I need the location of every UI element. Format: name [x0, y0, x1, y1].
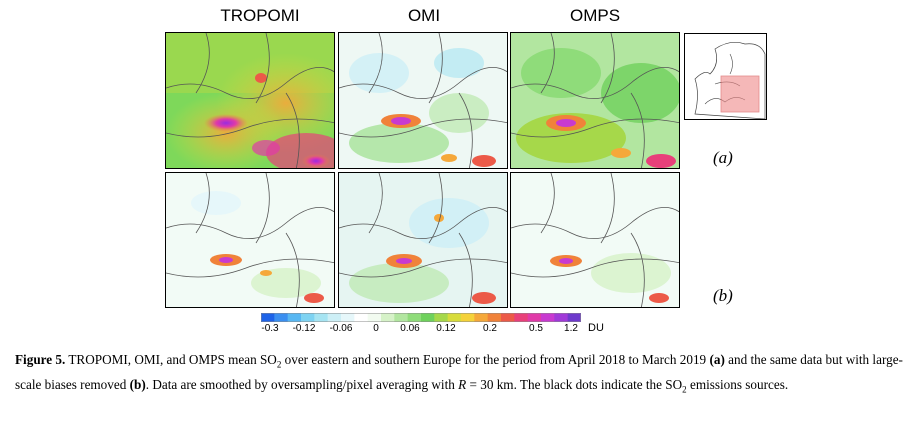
row-label-a: (a) — [713, 148, 733, 167]
column-title-omi: OMI — [407, 6, 441, 25]
colorbar-tick-label: 1.2 — [564, 323, 578, 334]
caption-text-6: emissions sources. — [686, 376, 789, 392]
colorbar-swatch — [554, 313, 569, 322]
colorbar-swatch — [314, 313, 329, 322]
map-omi-a — [338, 32, 508, 169]
caption-sub-1: 2 — [276, 359, 282, 370]
colorbar-tick-label: 0.5 — [529, 323, 543, 334]
colorbar-tick-label: -0.3 — [261, 323, 279, 334]
colorbar-swatch — [514, 313, 529, 322]
colorbar-tick-label: 0.06 — [400, 323, 420, 334]
colorbar-swatch — [301, 313, 315, 322]
map-tropomi-a — [165, 32, 335, 169]
colorbar-swatch — [381, 313, 395, 322]
caption-bold-b: (b) — [129, 376, 146, 392]
colorbar-unit: DU — [588, 322, 604, 334]
caption-text-4: . Data are smoothed by oversampling/pixe… — [145, 376, 459, 392]
caption-text-2: over eastern and southern Europe for the… — [281, 352, 710, 367]
colorbar — [261, 313, 581, 322]
column-title-omps: OMPS — [569, 6, 621, 25]
colorbar-swatch — [394, 313, 409, 322]
row-label-b: (b) — [713, 286, 733, 305]
locator-map-graphic — [694, 42, 766, 120]
caption-label: Figure 5. — [15, 352, 66, 367]
colorbar-swatch — [421, 313, 435, 322]
colorbar-swatch — [274, 313, 289, 322]
colorbar-border — [261, 313, 581, 322]
colorbar-swatch — [261, 313, 275, 322]
colorbar-tick-label: -0.06 — [329, 323, 353, 334]
caption-bold-a: (a) — [709, 352, 725, 367]
colorbar-tick-label: 0.2 — [483, 323, 497, 334]
colorbar-swatch — [567, 313, 581, 322]
map-omi-b — [338, 172, 508, 308]
colorbar-swatch — [487, 313, 502, 322]
map-omps-b-graphic — [511, 173, 679, 307]
map-omps-a — [510, 32, 680, 169]
map-omps-a-graphic — [511, 33, 679, 168]
column-title-tropomi: TROPOMI — [220, 6, 300, 25]
colorbar-tick-label: 0.12 — [436, 323, 456, 334]
colorbar-swatch — [434, 313, 449, 322]
colorbar-swatch — [501, 313, 515, 322]
colorbar-tick-label: 0 — [373, 323, 379, 334]
figure-caption: Figure 5. TROPOMI, OMI, and OMPS mean SO… — [15, 350, 905, 399]
caption-text-5: = 30 km. The black dots indicate the SO — [466, 376, 683, 392]
map-omps-b — [510, 172, 680, 308]
colorbar-swatch — [541, 313, 555, 322]
caption-sub-2: 2 — [682, 384, 687, 395]
caption-r-variable: R — [458, 376, 467, 392]
caption-text-3: and the same data but with large-scale b… — [15, 352, 903, 392]
map-omi-b-graphic — [339, 173, 507, 307]
colorbar-swatch — [327, 313, 342, 322]
colorbar-swatch — [527, 313, 542, 322]
colorbar-swatch — [407, 313, 422, 322]
colorbar-swatch — [354, 313, 369, 322]
map-omi-a-graphic — [339, 33, 507, 168]
map-tropomi-b-graphic — [166, 173, 334, 307]
colorbar-swatch — [287, 313, 302, 322]
caption-text-1: TROPOMI, OMI, and OMPS mean SO — [65, 352, 277, 367]
colorbar-swatch — [341, 313, 355, 322]
colorbar-swatch — [474, 313, 489, 322]
colorbar-swatch — [367, 313, 382, 322]
locator-map — [684, 33, 767, 120]
map-tropomi-a-graphic — [166, 33, 334, 168]
colorbar-swatch — [447, 313, 462, 322]
map-tropomi-b — [165, 172, 335, 308]
colorbar-tick-label: -0.12 — [292, 323, 316, 334]
colorbar-swatch — [461, 313, 475, 322]
